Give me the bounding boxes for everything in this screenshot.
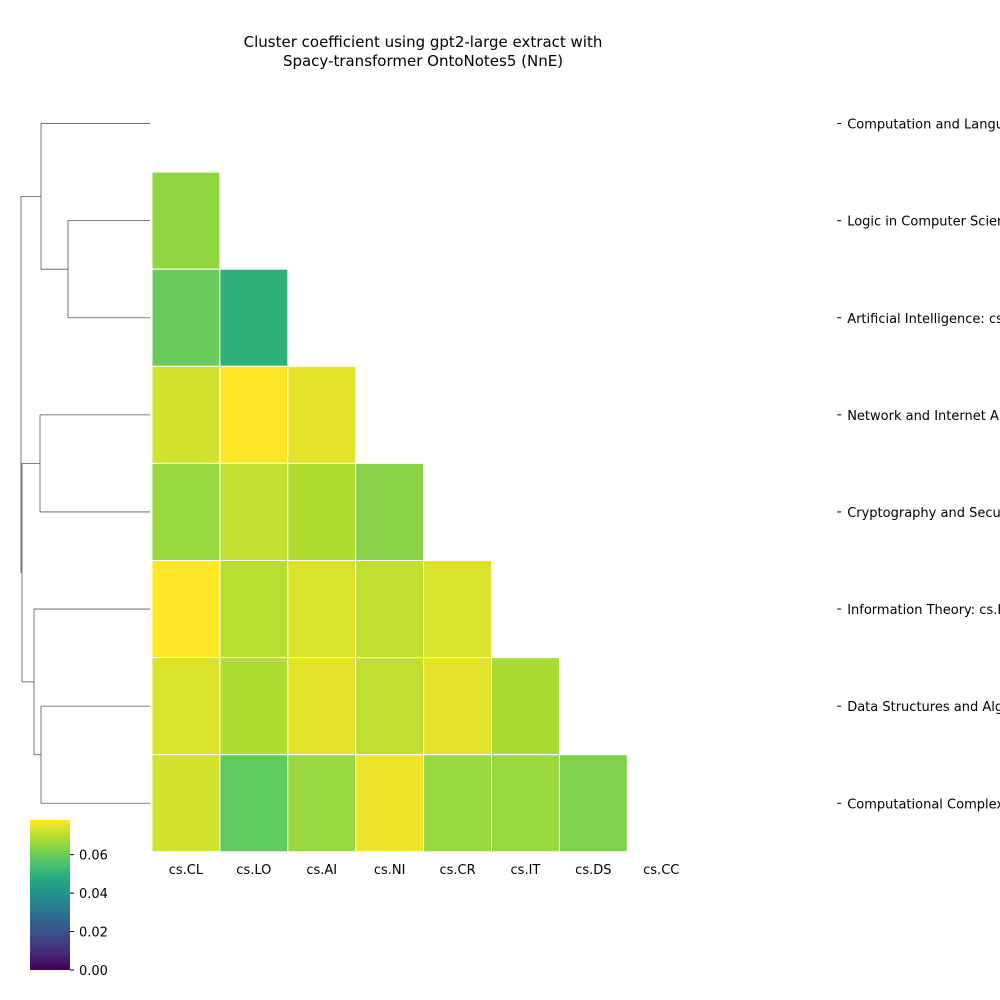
heatmap-cell	[355, 754, 425, 853]
heatmap-cell	[219, 754, 289, 853]
heatmap-cell	[287, 560, 357, 659]
row-label: Computation and Language: cs.CL	[847, 118, 1000, 133]
column-label: cs.IT	[511, 863, 541, 878]
heatmap-cell	[491, 754, 560, 853]
heatmap-cell	[355, 657, 425, 756]
heatmap-cell	[287, 365, 357, 464]
heatmap-cell	[423, 560, 493, 659]
row-label: Information Theory: cs.IT	[847, 603, 1000, 618]
column-label: cs.CC	[643, 863, 679, 878]
heatmap-cell	[219, 268, 289, 367]
row-label: Computational Complexity: cs.CC	[847, 797, 1000, 812]
row-label: Artificial Intelligence: cs.AI	[847, 312, 1000, 327]
column-label: cs.NI	[374, 863, 406, 878]
heatmap-cell	[151, 365, 221, 464]
heatmap-cells	[151, 171, 628, 853]
colorbar-gradient	[30, 820, 70, 970]
colorbar-tick-label: 0.00	[79, 964, 108, 979]
row-label: Network and Internet Architecture: cs.NI	[847, 409, 1000, 424]
heatmap-cell	[151, 657, 221, 756]
heatmap-cell	[219, 560, 289, 659]
column-label: cs.AI	[306, 863, 337, 878]
heatmap-cell	[219, 657, 289, 756]
heatmap-cell	[355, 560, 425, 659]
heatmap-cell	[491, 657, 560, 756]
column-label: cs.CL	[169, 863, 204, 878]
heatmap-cell	[558, 754, 628, 853]
colorbar-tick-label: 0.02	[79, 926, 108, 941]
column-labels: cs.CL cs.LO cs.AI cs.NI cs.CR cs.IT cs.DS cs.CC	[169, 863, 680, 878]
row-label: Cryptography and Security: cs.CR	[847, 506, 1000, 521]
heatmap-cell	[355, 462, 425, 561]
heatmap-cell	[287, 754, 357, 853]
row-label: Logic in Computer Science: cs.LO	[847, 215, 1000, 230]
chart-title: Cluster coefficient using gpt2-large ext…	[243, 33, 603, 70]
column-label: cs.DS	[575, 863, 611, 878]
column-label: cs.CR	[439, 863, 475, 878]
row-labels: Computation and Language: cs.CL Logic in …	[837, 118, 1000, 812]
heatmap-cell	[423, 657, 493, 756]
heatmap-cell	[287, 657, 357, 756]
heatmap-cell	[151, 268, 221, 367]
heatmap-cell	[151, 754, 221, 853]
heatmap-cell	[151, 560, 221, 659]
heatmap-cell	[423, 754, 493, 853]
colorbar-tick-label: 0.06	[79, 849, 108, 864]
row-dendrogram	[20, 123, 150, 804]
heatmap-cell	[219, 365, 289, 464]
heatmap-cell	[287, 462, 357, 561]
heatmap-cell	[151, 171, 221, 270]
row-label: Data Structures and Algorithms: cs.DS	[847, 700, 1000, 715]
column-label: cs.LO	[236, 863, 271, 878]
colorbar-tick-label: 0.04	[79, 887, 108, 902]
heatmap-cell	[151, 462, 221, 561]
heatmap-cell	[219, 462, 289, 561]
colorbar: 0.00 0.02 0.04 0.06	[30, 820, 108, 979]
